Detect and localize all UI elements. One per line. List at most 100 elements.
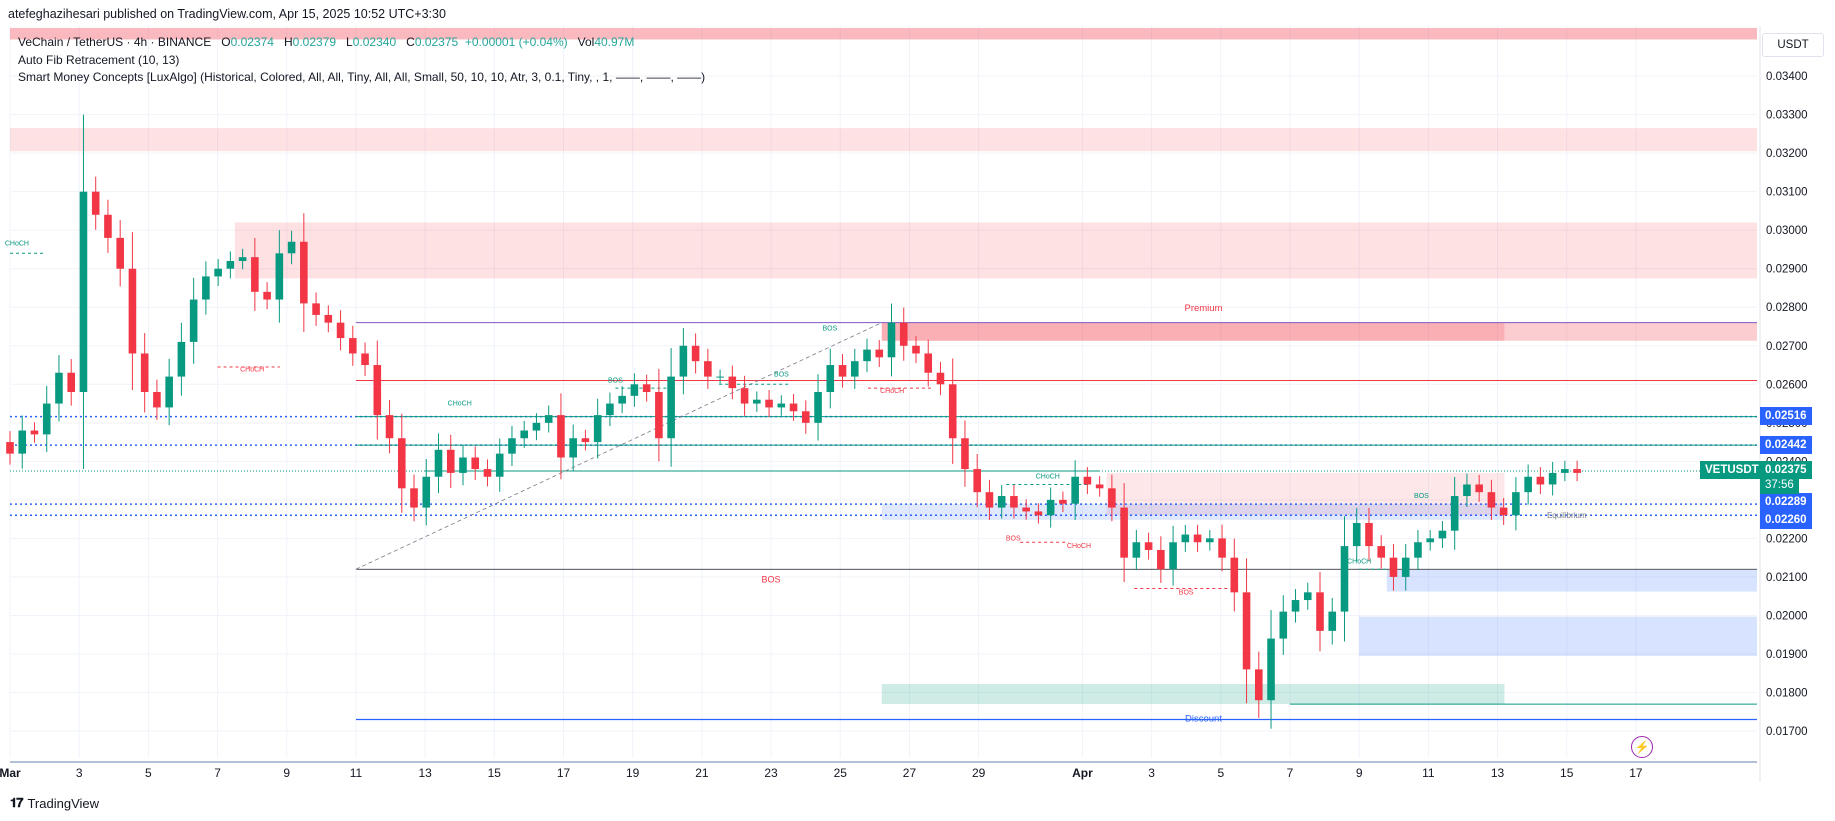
equilibrium-upper bbox=[1106, 472, 1505, 516]
candle bbox=[1206, 530, 1214, 551]
candle bbox=[153, 379, 161, 420]
bos-label-up-1: BOS bbox=[608, 377, 623, 384]
candle bbox=[373, 340, 382, 440]
currency-selector[interactable]: USDT bbox=[1762, 33, 1824, 57]
candle-body bbox=[948, 384, 957, 439]
price-chart[interactable]: Premium Discount Equilibrium BOS CHoCH CHoCH C… bbox=[0, 0, 1835, 790]
candle-body bbox=[691, 345, 700, 362]
legend-vol-label: Vol bbox=[577, 35, 595, 49]
supply-zone-2 bbox=[234, 222, 1758, 279]
candle bbox=[67, 359, 76, 406]
candle bbox=[1157, 536, 1165, 583]
candle-body bbox=[1279, 611, 1288, 639]
candle bbox=[434, 433, 443, 494]
candle-body bbox=[961, 438, 969, 470]
candle-body bbox=[655, 392, 663, 439]
candle bbox=[765, 390, 773, 418]
candle bbox=[79, 114, 88, 470]
candle bbox=[1561, 460, 1569, 482]
candle-body bbox=[287, 241, 296, 254]
legend-symbol-row[interactable]: VeChain / TetherUS · 4h · BINANCE O0.023… bbox=[18, 34, 705, 52]
footer-brand: 𝟏𝟕 TradingView bbox=[10, 795, 99, 811]
candle-body bbox=[520, 430, 529, 439]
candle bbox=[961, 420, 969, 487]
candle-body bbox=[1414, 542, 1422, 558]
candle bbox=[1426, 530, 1434, 551]
legend-pair: VeChain / TetherUS · 4h · BINANCE bbox=[18, 35, 212, 49]
candle bbox=[863, 338, 871, 373]
candle bbox=[850, 348, 859, 389]
candle-body bbox=[1438, 530, 1447, 539]
candle bbox=[1279, 595, 1288, 655]
y-tick-label: 0.03100 bbox=[1766, 187, 1808, 199]
candle-body bbox=[985, 492, 994, 508]
footer-brand-text: TradingView bbox=[27, 795, 100, 811]
candle bbox=[1291, 589, 1300, 623]
candle-body bbox=[532, 422, 541, 431]
x-tick-label: 17 bbox=[557, 766, 571, 780]
candle-body bbox=[667, 376, 675, 439]
candle-body bbox=[373, 365, 382, 416]
candle bbox=[936, 361, 945, 396]
candle bbox=[214, 259, 222, 287]
candle bbox=[789, 393, 798, 421]
candle bbox=[1022, 499, 1030, 520]
candle bbox=[1352, 507, 1361, 562]
lightning-icon[interactable]: ⚡ bbox=[1631, 736, 1653, 758]
candle-body bbox=[936, 372, 945, 385]
candle-body bbox=[312, 303, 320, 315]
bos-label-3: BOS bbox=[1179, 589, 1194, 596]
candle-body bbox=[226, 261, 235, 269]
legend-l-value: 0.02340 bbox=[352, 35, 397, 49]
candle bbox=[581, 429, 590, 451]
candle bbox=[1573, 460, 1581, 482]
candle bbox=[263, 282, 271, 310]
candle bbox=[1316, 571, 1324, 652]
candle bbox=[814, 374, 822, 441]
candle bbox=[532, 413, 541, 441]
legend-indicator-smc[interactable]: Smart Money Concepts [LuxAlgo] (Historic… bbox=[18, 70, 706, 84]
candle-body bbox=[349, 338, 357, 354]
candle bbox=[1267, 610, 1275, 729]
candle-body bbox=[1242, 592, 1251, 670]
bos-label-up-3: BOS bbox=[774, 372, 789, 379]
y-tick-label: 0.02100 bbox=[1766, 572, 1808, 584]
level-tag-1: 0.02442 bbox=[1760, 436, 1812, 454]
candle-body bbox=[1181, 534, 1190, 543]
candle-body bbox=[30, 430, 39, 435]
candles bbox=[6, 114, 1581, 729]
candle-body bbox=[140, 353, 149, 392]
candle bbox=[1169, 525, 1177, 586]
x-tick-label: 15 bbox=[1560, 766, 1574, 780]
candle bbox=[740, 375, 749, 416]
candle-body bbox=[177, 341, 186, 377]
candle-body bbox=[1524, 476, 1532, 493]
x-tick-label: 9 bbox=[1356, 766, 1363, 780]
candle bbox=[1071, 460, 1079, 521]
candle-body bbox=[1365, 522, 1373, 547]
candle-body bbox=[1340, 546, 1349, 612]
candle bbox=[826, 348, 835, 409]
candle-body bbox=[814, 392, 822, 423]
candle bbox=[1377, 535, 1386, 569]
candle-body bbox=[1450, 496, 1459, 531]
candle bbox=[18, 415, 27, 469]
candle-body bbox=[1254, 669, 1263, 701]
choch-label-2: CHoCH bbox=[880, 388, 904, 395]
candle bbox=[1463, 473, 1471, 508]
candle-body bbox=[1120, 507, 1128, 558]
equilibrium-lower bbox=[881, 504, 1505, 520]
candle bbox=[1059, 491, 1067, 513]
candle-body bbox=[410, 488, 418, 508]
candle-body bbox=[1499, 507, 1508, 516]
legend-indicator-fib[interactable]: Auto Fib Retracement (10, 13) bbox=[18, 52, 180, 67]
candle-body bbox=[740, 388, 749, 404]
candle bbox=[397, 413, 406, 513]
candle-body bbox=[275, 253, 284, 300]
candle bbox=[1218, 524, 1226, 572]
candle-body bbox=[495, 453, 504, 477]
top-bar: atefeghazihesari published on TradingVie… bbox=[0, 0, 1835, 26]
candle bbox=[1512, 477, 1520, 531]
candle bbox=[679, 328, 688, 395]
candle-body bbox=[1463, 484, 1471, 497]
